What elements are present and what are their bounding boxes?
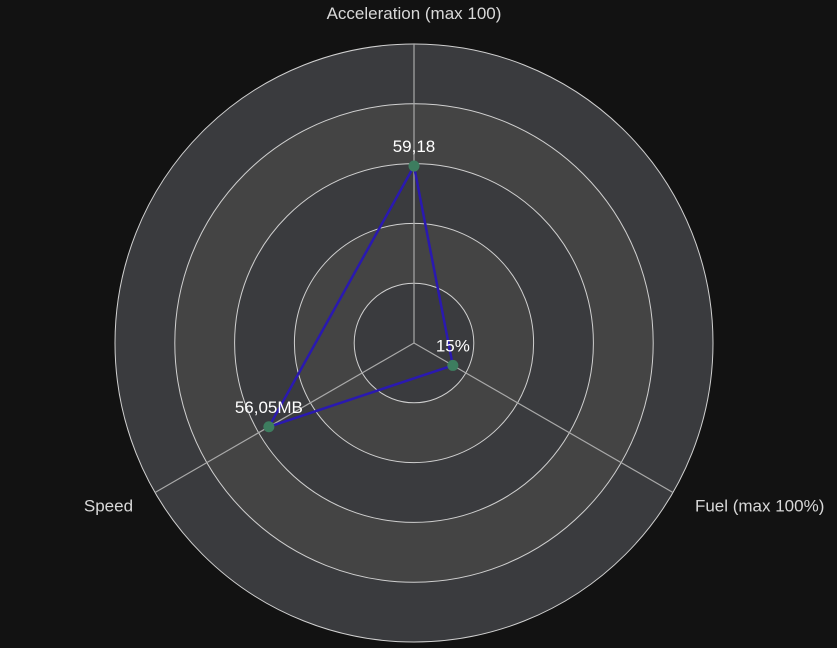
data-point-1 [408,160,420,172]
labels-layer: 59,18 15% 56,05MB Acceleration (max 100) Fue… [84,4,824,516]
axis-label-1: Acceleration (max 100) [327,4,502,23]
data-point-2 [447,359,459,371]
axis-line-3 [154,342,415,494]
axis-label-3: Speed [84,497,133,516]
data-point-3 [263,421,275,433]
series-line-1 [267,164,455,429]
axis-label-2: Fuel (max 100%) [695,497,824,516]
series-layer [263,160,459,433]
value-label-3: 56,05MB [235,398,303,417]
value-label-1: 59,18 [393,137,436,156]
value-label-2: 15% [436,336,470,355]
